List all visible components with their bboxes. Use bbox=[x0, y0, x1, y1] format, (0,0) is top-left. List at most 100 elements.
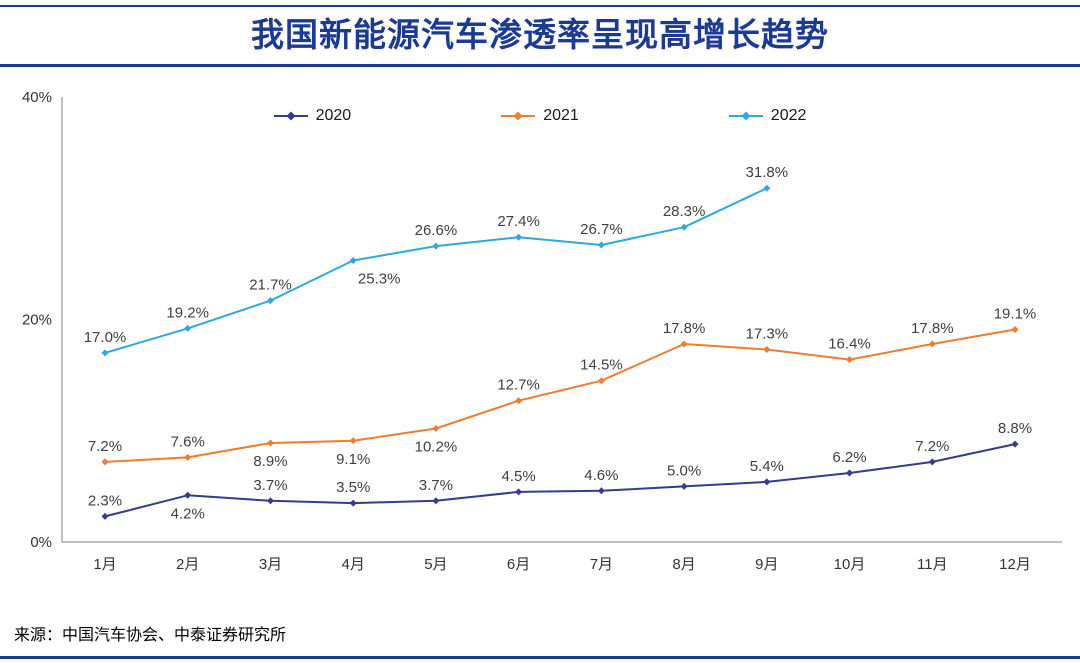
data-label-2021: 12.7% bbox=[497, 377, 540, 394]
point-marker-2021 bbox=[349, 437, 357, 445]
chart-area: 2020 2021 2022 0% 20% 40% 1月 2月 3月 4月 5月 6月 7月 8月 9… bbox=[0, 67, 1080, 597]
x-tick-label: 10月 bbox=[834, 556, 866, 573]
legend-item-2022: 2022 bbox=[728, 107, 807, 125]
source-note: 来源：中国汽车协会、中泰证券研究所 bbox=[14, 627, 287, 644]
point-marker-2021 bbox=[267, 439, 274, 447]
x-tick-label: 1月 bbox=[93, 556, 116, 573]
point-marker-2020 bbox=[763, 478, 771, 486]
point-marker-2020 bbox=[515, 488, 523, 496]
point-marker-2022 bbox=[349, 257, 357, 264]
data-label-2022: 17.0% bbox=[84, 329, 127, 346]
point-marker-2020 bbox=[267, 497, 274, 505]
x-tick-label: 11月 bbox=[917, 556, 948, 573]
point-marker-2020 bbox=[680, 482, 688, 490]
series-line-2021 bbox=[104, 328, 1016, 463]
data-label-2022: 25.3% bbox=[358, 271, 401, 288]
legend-label: 2020 bbox=[315, 107, 352, 124]
point-marker-2021 bbox=[101, 458, 109, 466]
x-tick-label: 4月 bbox=[342, 556, 365, 573]
point-marker-2022 bbox=[184, 324, 192, 332]
x-tick-label: 7月 bbox=[590, 556, 613, 573]
data-label-2021: 10.2% bbox=[415, 439, 458, 456]
y-tick-label: 0% bbox=[30, 534, 52, 551]
point-marker-2020 bbox=[101, 512, 109, 520]
point-marker-2022 bbox=[101, 349, 109, 357]
legend-line-marker-icon bbox=[728, 111, 763, 121]
series-line-2020 bbox=[104, 443, 1016, 518]
point-marker-2021 bbox=[928, 340, 936, 348]
legend-line-marker-icon bbox=[501, 111, 536, 121]
data-label-2020: 3.5% bbox=[336, 479, 370, 496]
point-marker-2020 bbox=[349, 499, 357, 507]
data-label-2020: 6.2% bbox=[832, 449, 866, 466]
data-label-2020: 2.3% bbox=[88, 492, 122, 509]
point-marker-2021 bbox=[846, 356, 853, 364]
bottom-divider bbox=[0, 656, 1080, 659]
data-label-2021: 16.4% bbox=[828, 336, 871, 353]
chart-legend: 2020 2021 2022 bbox=[0, 107, 1080, 125]
point-marker-2021 bbox=[680, 340, 688, 348]
legend-label: 2021 bbox=[543, 107, 579, 124]
data-label-2021: 7.2% bbox=[88, 438, 122, 455]
data-label-2021: 7.6% bbox=[171, 433, 205, 450]
point-marker-2020 bbox=[846, 469, 853, 477]
point-marker-2020 bbox=[184, 491, 192, 499]
x-tick-label: 8月 bbox=[672, 556, 695, 573]
data-label-2021: 17.8% bbox=[911, 320, 954, 337]
x-tick-label: 12月 bbox=[999, 556, 1031, 573]
data-label-2021: 8.9% bbox=[253, 453, 287, 470]
x-tick-label: 5月 bbox=[424, 556, 447, 573]
point-marker-2020 bbox=[597, 487, 605, 495]
data-label-2022: 31.8% bbox=[746, 164, 789, 181]
point-marker-2021 bbox=[1011, 326, 1019, 333]
point-marker-2021 bbox=[184, 453, 192, 461]
point-marker-2020 bbox=[928, 458, 936, 466]
y-tick-label: 20% bbox=[22, 312, 52, 329]
point-marker-2021 bbox=[597, 377, 605, 385]
point-marker-2021 bbox=[763, 346, 771, 353]
point-marker-2022 bbox=[267, 297, 274, 305]
data-label-2020: 4.5% bbox=[501, 468, 535, 485]
data-label-2021: 9.1% bbox=[336, 451, 370, 468]
data-label-2020: 3.7% bbox=[419, 477, 453, 494]
data-label-2020: 4.2% bbox=[171, 505, 205, 522]
legend-item-2021: 2021 bbox=[501, 107, 579, 125]
y-tick-label: 40% bbox=[22, 89, 52, 106]
data-label-2022: 28.3% bbox=[663, 203, 706, 220]
data-label-2022: 26.6% bbox=[415, 222, 458, 239]
data-label-2020: 7.2% bbox=[915, 438, 949, 455]
x-tick-label: 6月 bbox=[507, 556, 530, 573]
point-marker-2020 bbox=[432, 497, 440, 505]
point-marker-2020 bbox=[1011, 440, 1019, 448]
legend-item-2020: 2020 bbox=[273, 107, 352, 125]
data-label-2021: 17.3% bbox=[746, 326, 789, 343]
data-label-2020: 3.7% bbox=[253, 477, 287, 494]
point-marker-2022 bbox=[515, 233, 523, 241]
data-label-2022: 27.4% bbox=[497, 213, 540, 230]
point-marker-2021 bbox=[432, 425, 440, 432]
data-label-2021: 14.5% bbox=[580, 357, 623, 374]
data-label-2020: 4.6% bbox=[584, 467, 618, 484]
title-divider bbox=[0, 64, 1080, 67]
data-label-2020: 5.4% bbox=[750, 458, 784, 475]
legend-line-marker-icon bbox=[273, 111, 308, 121]
x-tick-label: 3月 bbox=[259, 556, 282, 573]
data-label-2021: 17.8% bbox=[663, 320, 706, 337]
x-tick-label: 9月 bbox=[755, 556, 778, 573]
point-marker-2022 bbox=[597, 241, 605, 249]
data-label-2022: 19.2% bbox=[166, 304, 209, 321]
point-marker-2021 bbox=[515, 397, 523, 405]
point-marker-2022 bbox=[763, 184, 771, 192]
legend-label: 2022 bbox=[770, 107, 807, 124]
data-label-2022: 21.7% bbox=[249, 277, 292, 294]
data-label-2021: 19.1% bbox=[994, 306, 1037, 323]
point-marker-2022 bbox=[432, 242, 440, 250]
top-divider bbox=[0, 5, 1080, 7]
page-title: 我国新能源汽车渗透率呈现高增长趋势 bbox=[251, 16, 829, 53]
data-label-2020: 5.0% bbox=[667, 462, 701, 479]
penetration-rate-line-chart: 0% 20% 40% 1月 2月 3月 4月 5月 6月 7月 8月 9月 10月 11月 12月 2.3% 4… bbox=[22, 89, 1062, 573]
data-label-2022: 26.7% bbox=[580, 221, 623, 238]
data-label-2020: 8.8% bbox=[998, 420, 1032, 437]
x-tick-label: 2月 bbox=[176, 556, 199, 573]
